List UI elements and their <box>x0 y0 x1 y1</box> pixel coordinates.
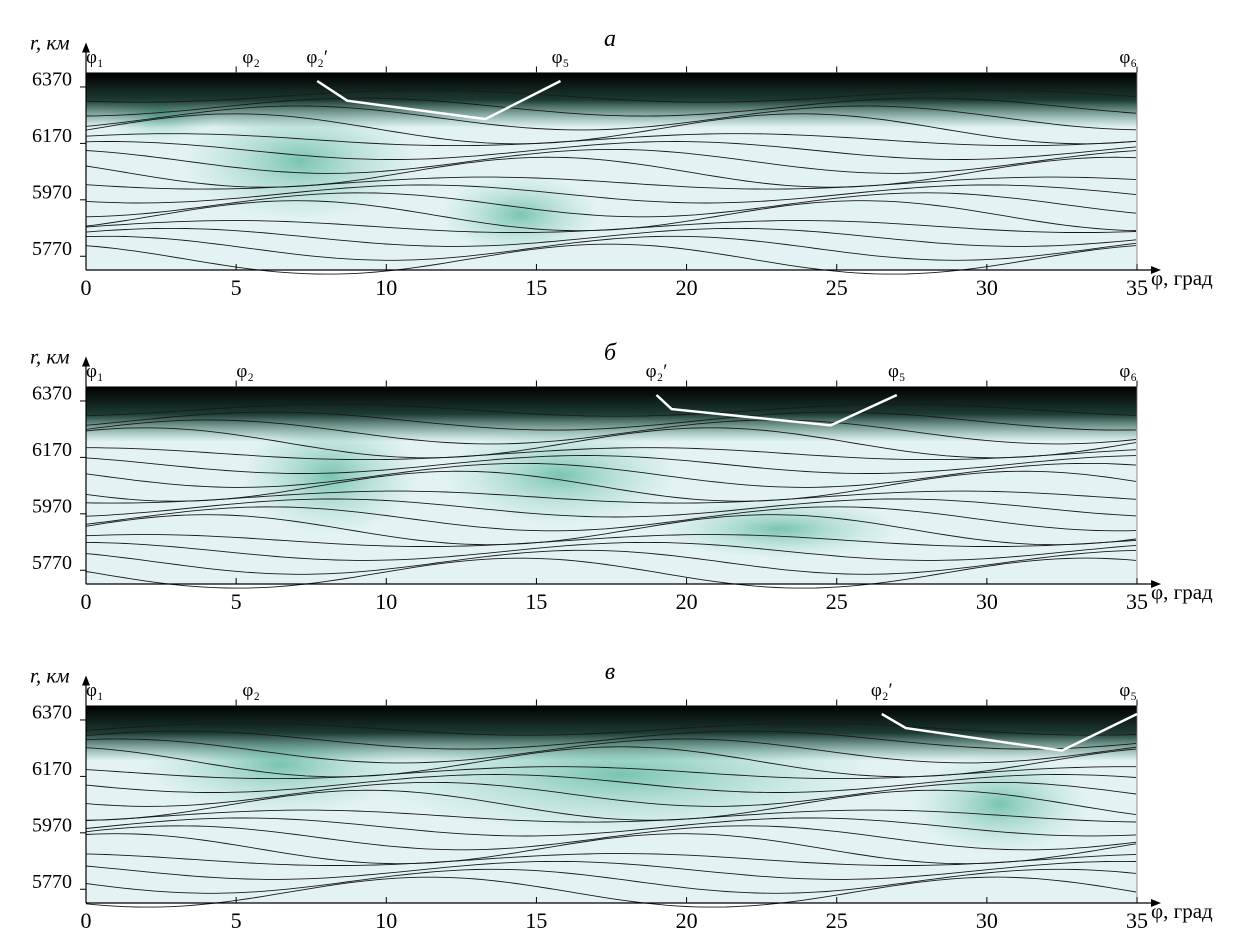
y-tick-label: 5970 <box>32 181 72 203</box>
y-tick-label: 6170 <box>32 439 72 461</box>
boundary-point-label: φ₁ <box>86 47 104 68</box>
x-tick-label: 20 <box>676 908 698 933</box>
boundary-point-label: φ₆ <box>1119 47 1137 68</box>
x-tick-label: 30 <box>976 275 998 300</box>
x-tick-label: 0 <box>81 908 92 933</box>
boundary-point-label: φ₅ <box>888 361 906 382</box>
boundary-point-label: φ₂′ <box>871 680 893 701</box>
y-tick-label: 6170 <box>32 125 72 147</box>
boundary-point-label: φ₂ <box>242 680 260 701</box>
x-tick-label: 35 <box>1126 275 1148 300</box>
y-axis-label: r, км <box>30 344 70 368</box>
x-tick-label: 5 <box>231 908 242 933</box>
boundary-point-label: φ₆ <box>1119 361 1137 382</box>
y-tick-label: 5970 <box>32 814 72 836</box>
panel: φ, град r, км а 0 5 10 15 20 25 30 35 6370 6170 5970 5… <box>30 26 1213 300</box>
x-tick-label: 20 <box>676 275 698 300</box>
panel: φ, град r, км б 0 5 10 15 20 25 30 35 6370 6170 5970 5… <box>30 340 1213 614</box>
x-tick-label: 0 <box>81 275 92 300</box>
y-tick-label: 5970 <box>32 495 72 517</box>
y-axis-label: r, км <box>30 30 70 54</box>
boundary-point-label: φ₂ <box>236 361 254 382</box>
x-tick-label: 5 <box>231 589 242 614</box>
boundary-point-label: φ₂′ <box>306 47 328 68</box>
x-tick-label: 25 <box>826 275 848 300</box>
surface-layer <box>86 387 1137 442</box>
x-tick-label: 15 <box>525 275 547 300</box>
y-tick-label: 5770 <box>32 238 72 260</box>
x-axis-label: φ, град <box>1151 899 1213 923</box>
x-tick-label: 35 <box>1126 908 1148 933</box>
y-tick-label: 6170 <box>32 758 72 780</box>
x-tick-label: 30 <box>976 908 998 933</box>
boundary-point-label: φ₁ <box>86 680 104 701</box>
panel-title: в <box>605 659 615 685</box>
x-tick-label: 10 <box>375 275 397 300</box>
x-axis-label: φ, град <box>1151 266 1213 290</box>
y-tick-label: 6370 <box>32 383 72 405</box>
x-axis-label: φ, град <box>1151 580 1213 604</box>
boundary-point-label: φ₁ <box>86 361 104 382</box>
x-tick-label: 10 <box>375 589 397 614</box>
panel-title: а <box>604 26 616 52</box>
y-tick-label: 5770 <box>32 871 72 893</box>
boundary-point-label: φ₅ <box>1119 680 1137 701</box>
panel-title: б <box>604 340 617 366</box>
y-tick-label: 6370 <box>32 702 72 724</box>
x-tick-label: 5 <box>231 275 242 300</box>
x-tick-label: 15 <box>525 908 547 933</box>
figure: φ, град r, км а 0 5 10 15 20 25 30 35 6370 6170 5970 5… <box>0 0 1244 942</box>
x-tick-label: 30 <box>976 589 998 614</box>
x-tick-label: 20 <box>676 589 698 614</box>
y-tick-label: 5770 <box>32 552 72 574</box>
x-tick-label: 0 <box>81 589 92 614</box>
x-tick-label: 25 <box>826 589 848 614</box>
y-tick-label: 6370 <box>32 69 72 91</box>
surface-layer <box>86 73 1137 128</box>
x-tick-label: 10 <box>375 908 397 933</box>
y-axis-label: r, км <box>30 663 70 687</box>
x-tick-label: 35 <box>1126 589 1148 614</box>
panel: φ, град r, км в 0 5 10 15 20 25 30 35 6370 6170 5970 5… <box>30 659 1213 933</box>
boundary-point-label: φ₂′ <box>646 361 668 382</box>
boundary-point-label: φ₅ <box>552 47 570 68</box>
x-tick-label: 15 <box>525 589 547 614</box>
x-tick-label: 25 <box>826 908 848 933</box>
boundary-point-label: φ₂ <box>242 47 260 68</box>
